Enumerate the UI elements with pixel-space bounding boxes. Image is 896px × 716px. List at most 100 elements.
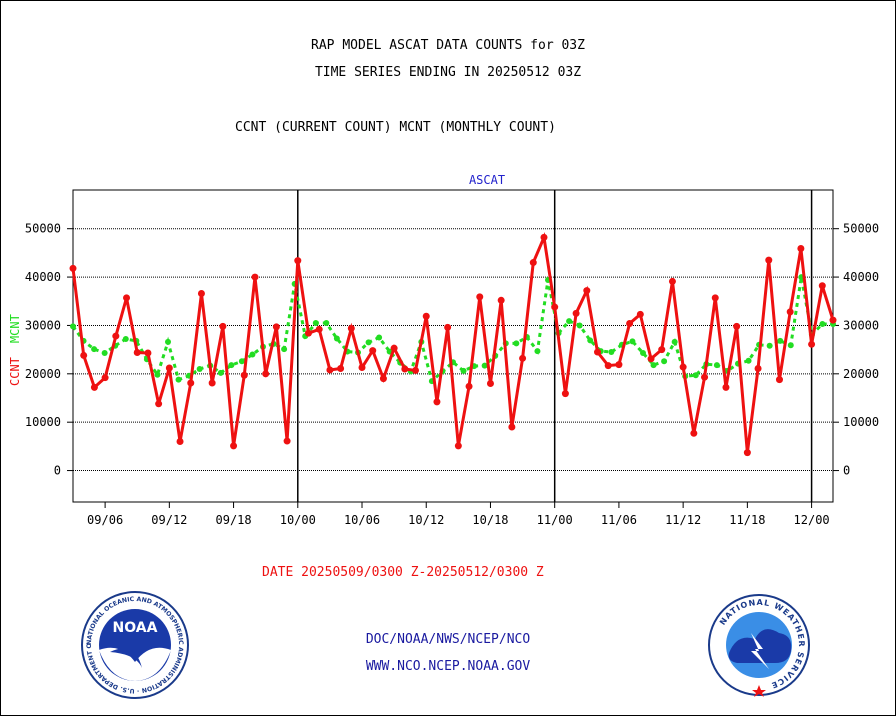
x-tick-label: 10/06 [344,513,380,527]
data-point-ccnt [818,282,826,290]
data-point-mcnt [671,338,678,345]
data-point-ccnt [369,347,377,355]
data-point-ccnt [304,329,312,337]
data-point-ccnt [347,324,355,332]
data-point-ccnt [786,308,794,316]
data-point-ccnt [326,366,334,374]
data-point-ccnt [412,366,420,374]
y-tick-label-left: 20000 [25,367,61,381]
data-point-ccnt [572,309,580,317]
data-point-ccnt [808,340,816,348]
data-point-mcnt [819,320,826,327]
data-point-ccnt [101,374,109,382]
data-point-ccnt [251,273,259,281]
data-point-ccnt [775,376,783,384]
data-point-mcnt [91,346,98,353]
y-tick-label-right: 50000 [843,222,879,236]
plot-area [72,189,834,503]
data-point-mcnt [534,348,541,355]
data-point-ccnt [401,365,409,373]
data-point-mcnt [481,362,488,369]
data-point-ccnt [144,349,152,357]
data-point-mcnt [70,323,76,330]
data-point-mcnt [787,342,794,349]
org-label: DOC/NOAA/NWS/NCEP/NCO [365,632,531,647]
data-point-mcnt [365,339,372,346]
data-point-ccnt [133,349,141,357]
data-point-ccnt [561,390,569,398]
data-point-ccnt [197,290,205,298]
data-point-mcnt [217,369,224,376]
data-point-ccnt [123,294,131,302]
data-point-ccnt [668,277,676,285]
data-point-mcnt [587,337,594,344]
data-point-ccnt [69,264,77,272]
noaa-logo-icon: NATIONAL OCEANIC AND ATMOSPHERIC ADMINIS… [80,590,189,699]
data-point-ccnt [733,322,741,330]
data-point-mcnt [238,358,245,365]
header-line-1: RAP MODEL ASCAT DATA COUNTS for 03Z [311,38,585,53]
data-point-ccnt [508,423,516,431]
data-point-ccnt [540,233,548,241]
x-tick-label: 12/00 [794,513,830,527]
y-tick-label-left: 40000 [25,270,61,284]
x-tick-label: 10/12 [408,513,444,527]
data-point-ccnt [390,344,398,352]
data-point-ccnt [647,355,655,363]
x-tick-label: 11/12 [665,513,701,527]
data-point-ccnt [155,400,163,408]
data-point-mcnt [196,365,203,372]
y-tick-label-right: 20000 [843,367,879,381]
header-line-3: CCNT (CURRENT COUNT) MCNT (MONTHLY COUNT… [235,120,556,135]
data-point-ccnt [711,294,719,302]
data-point-mcnt [629,338,636,345]
data-point-ccnt [294,257,302,265]
data-point-mcnt [766,342,773,349]
website-link[interactable]: WWW.NCO.NCEP.NOAA.GOV [365,659,531,674]
data-point-mcnt [376,334,383,341]
data-point-mcnt [228,362,235,369]
data-point-ccnt [722,383,730,391]
data-point-ccnt [283,437,291,445]
x-tick-label: 11/00 [537,513,573,527]
data-point-mcnt [101,350,108,357]
date-range-label: DATE 20250509/0300 Z-20250512/0300 Z [262,565,544,580]
x-tick-label: 11/06 [601,513,637,527]
x-tick-label: 11/18 [729,513,765,527]
data-point-ccnt [797,245,805,253]
data-point-mcnt [650,362,657,369]
x-tick-label: 10/18 [472,513,508,527]
data-point-ccnt [551,303,559,311]
data-point-ccnt [765,256,773,264]
data-point-ccnt [519,354,527,362]
y-tick-label-left: 10000 [25,415,61,429]
data-point-ccnt [80,351,88,359]
chart-title: ASCAT [469,173,505,187]
data-point-ccnt [262,370,270,378]
data-point-mcnt [460,367,467,374]
data-point-ccnt [315,325,323,333]
data-point-ccnt [165,364,173,372]
data-point-ccnt [615,361,623,369]
data-point-mcnt [175,376,182,383]
data-point-ccnt [433,398,441,406]
y-tick-label-left: 50000 [25,222,61,236]
data-point-ccnt [626,320,634,328]
y-tick-label-left: 30000 [25,318,61,332]
x-tick-label: 09/12 [151,513,187,527]
x-tick-label: 10/00 [280,513,316,527]
series-line-ccnt [71,231,835,453]
data-point-mcnt [745,357,752,364]
data-point-ccnt [358,364,366,372]
x-tick-label: 09/18 [216,513,252,527]
data-point-ccnt [754,364,762,372]
y-tick-label-right: 0 [843,464,850,478]
data-point-mcnt [640,350,646,357]
data-point-ccnt [230,442,238,450]
data-point-mcnt [154,371,161,378]
data-point-mcnt [566,318,573,325]
data-point-ccnt [422,312,430,320]
data-point-mcnt [661,358,668,365]
y-axis-label-mcnt: MCNT [8,314,22,343]
